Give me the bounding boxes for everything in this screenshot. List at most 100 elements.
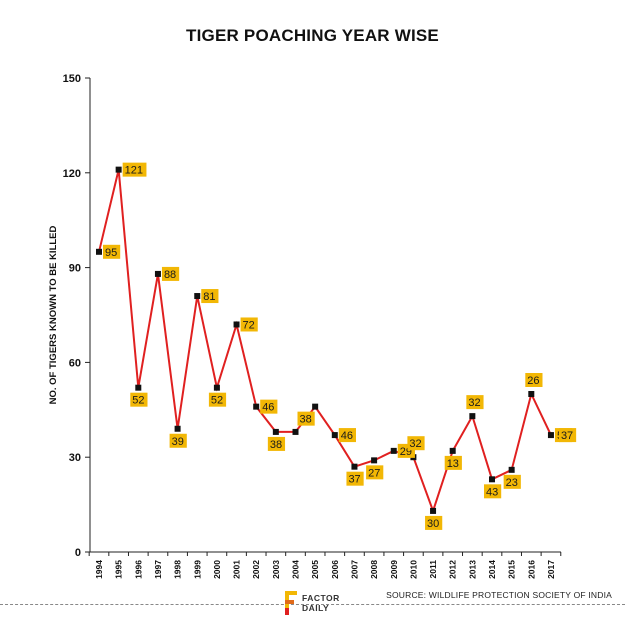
x-tick-label: 2013 (467, 560, 477, 579)
data-label: 121 (125, 165, 143, 177)
data-label: 52 (211, 395, 223, 407)
y-tick-label: 90 (69, 263, 81, 275)
data-label: 39 (172, 436, 184, 448)
data-point (351, 463, 358, 470)
data-label: 43 (486, 486, 498, 498)
data-label-box (346, 471, 364, 486)
footer-divider (0, 604, 625, 605)
x-tick-label: 2009 (389, 560, 399, 579)
series-line (98, 169, 552, 514)
x-tick-label: 1999 (192, 560, 202, 579)
x-tick-label: 2016 (526, 560, 536, 579)
data-point (371, 457, 378, 464)
data-label: 13 (447, 458, 459, 470)
data-label-box (338, 428, 356, 443)
data-label-box (558, 428, 577, 443)
data-point (528, 391, 535, 397)
data-point (96, 248, 102, 255)
data-label: 37 (348, 474, 360, 486)
y-tick-label: 150 (63, 73, 81, 85)
x-tick-label: 1996 (133, 560, 143, 579)
data-point (154, 270, 161, 277)
line-chart: 0 30 60 90 120 150 1994 1995 1996 1997 1998 1999 200… (48, 73, 577, 579)
data-point (174, 425, 181, 432)
data-point (469, 413, 476, 420)
logo-line-2: DAILY (302, 603, 330, 613)
data-label: 32 (468, 397, 480, 409)
data-label: 32 (409, 438, 421, 450)
data-point (272, 428, 279, 435)
x-tick-label: 1995 (114, 560, 124, 579)
data-label-box (503, 474, 521, 489)
logo-line-1: FACTOR (302, 593, 340, 603)
data-label-box (466, 395, 484, 410)
data-label: 46 (341, 430, 353, 442)
data-point (194, 293, 201, 300)
x-tick-label: 2000 (212, 560, 222, 579)
y-tick-label: 120 (63, 168, 81, 180)
x-tick-label: 2007 (349, 560, 359, 579)
data-label-box (208, 392, 227, 407)
data-label: 81 (203, 291, 215, 303)
data-point (213, 384, 220, 391)
data-label-box (122, 162, 147, 177)
data-label: 26 (527, 375, 539, 387)
x-tick-label: 2002 (251, 560, 261, 579)
x-tick-label: 2001 (232, 560, 242, 579)
chart-title: TIGER POACHING YEAR WISE (186, 26, 439, 45)
data-label: 27 (368, 467, 380, 479)
data-label-box (425, 515, 443, 530)
data-label-box (484, 484, 502, 499)
x-tick-label: 2008 (369, 560, 379, 579)
x-tick-label: 1997 (153, 560, 163, 579)
data-label: 95 (105, 247, 117, 259)
data-point (390, 447, 397, 454)
data-label-box (267, 436, 286, 451)
data-point (430, 507, 437, 514)
x-tick-label: 2012 (448, 560, 458, 579)
data-point (292, 428, 299, 435)
data-point (233, 321, 240, 328)
x-tick-label: 2014 (487, 560, 497, 579)
data-label: 23 (506, 477, 518, 489)
source-credit: SOURCE: WILDLIFE PROTECTION SOCIETY OF I… (386, 590, 612, 600)
data-label-box (525, 373, 543, 387)
data-label-box (444, 455, 462, 470)
x-tick-label: 2017 (546, 560, 556, 579)
data-label-box (103, 244, 121, 259)
x-tick-label: 2004 (291, 560, 301, 579)
data-label-box (130, 392, 148, 407)
data-point (135, 384, 142, 391)
y-axis-title: NO. OF TIGERS KNOWN TO BE KILLED (48, 225, 59, 404)
factor-daily-logo-icon (284, 590, 298, 616)
data-point (331, 432, 338, 439)
x-tick-label: 2006 (330, 560, 340, 579)
data-point (547, 432, 554, 439)
data-label: 37 (561, 430, 573, 442)
data-label-box (161, 266, 180, 281)
y-tick-label: 60 (69, 357, 81, 369)
x-tick-label: 2005 (310, 560, 320, 579)
data-label: 52 (132, 395, 144, 407)
x-tick-label: 2015 (507, 560, 517, 579)
data-label: 88 (164, 269, 176, 281)
data-point (312, 403, 319, 410)
x-tick-label: 2010 (408, 560, 418, 579)
x-tick-label: 1994 (94, 560, 104, 579)
x-tick-label: 2011 (428, 560, 438, 579)
data-label-box (366, 465, 384, 480)
data-label-box (297, 411, 315, 426)
data-point (115, 166, 122, 173)
x-tick-label: 1998 (173, 560, 183, 579)
y-tick-label: 30 (69, 452, 81, 464)
data-label-box (407, 436, 425, 451)
data-label-box (260, 399, 278, 414)
data-point (508, 466, 515, 473)
data-label: 46 (262, 402, 274, 414)
data-point (449, 447, 456, 454)
factor-daily-logo: FACTOR DAILY (284, 590, 340, 616)
logo-text: FACTOR DAILY (302, 593, 340, 613)
data-point (253, 403, 260, 410)
y-tick-label: 0 (75, 547, 81, 559)
data-point (489, 476, 495, 483)
